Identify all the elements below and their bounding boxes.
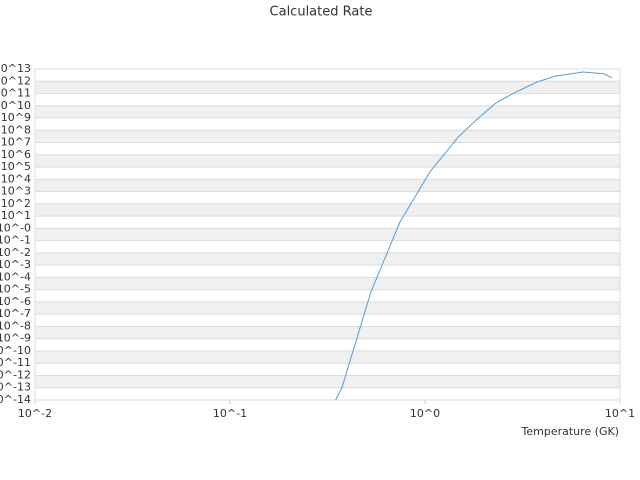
grid-band: [35, 277, 620, 290]
grid-band: [35, 154, 620, 168]
y-tick-label: 10^13: [0, 62, 31, 75]
y-tick-label: 10^2: [1, 197, 31, 210]
y-tick-label: 10^-5: [0, 283, 31, 296]
grid-band: [35, 228, 620, 241]
grid-band: [35, 130, 620, 143]
y-tick-label: 10^3: [1, 185, 31, 198]
y-tick-label: 10^-13: [0, 381, 31, 394]
grid-band: [35, 105, 620, 119]
x-axis-label: Temperature (GK): [521, 425, 620, 438]
grid-band: [35, 81, 620, 94]
grid-band: [35, 252, 620, 266]
y-tick-label: 10^-1: [0, 234, 31, 247]
grid-band: [35, 179, 620, 192]
line: [335, 71, 613, 400]
x-tick-label: 10^-1: [213, 407, 247, 420]
y-tick-label: 10^8: [1, 123, 31, 136]
y-tick-label: 10^-12: [0, 368, 31, 381]
x-tick-label: 10^-2: [18, 407, 52, 420]
y-tick-label: 10^10: [0, 99, 31, 112]
y-tick-label: 10^-7: [0, 307, 31, 320]
y-tick-label: 10^-0: [0, 221, 31, 234]
y-tick-label: 10^-4: [0, 270, 31, 283]
y-tick-label: 10^-14: [0, 393, 31, 406]
y-tick-label: 10^-11: [0, 356, 31, 369]
grid-band: [35, 350, 620, 364]
y-tick-label: 10^5: [1, 160, 31, 173]
grid-band: [35, 301, 620, 315]
y-tick-label: 10^4: [1, 172, 31, 185]
y-tick-label: 10^9: [1, 111, 31, 124]
y-tick-label: 10^12: [0, 74, 31, 87]
y-tick-label: 10^-8: [0, 319, 31, 332]
x-tick-label: 10^1: [605, 407, 635, 420]
y-tick-label: 10^-10: [0, 344, 31, 357]
y-tick-label: 10^-6: [0, 295, 31, 308]
y-tick-label: 10^6: [1, 148, 31, 161]
grid-band: [35, 203, 620, 217]
y-tick-label: 10^-2: [0, 246, 31, 259]
y-tick-label: 10^7: [1, 136, 31, 149]
grid-band: [35, 375, 620, 388]
y-tick-label: 10^-9: [0, 332, 31, 345]
chart-title: Calculated Rate: [270, 5, 373, 20]
y-tick-label: 10^11: [0, 87, 31, 100]
y-tick-label: 10^1: [1, 209, 31, 222]
plot-frame: [34, 68, 621, 401]
grid-band: [35, 326, 620, 339]
y-tick-label: 10^-3: [0, 258, 31, 271]
x-tick-label: 10^0: [410, 407, 440, 420]
